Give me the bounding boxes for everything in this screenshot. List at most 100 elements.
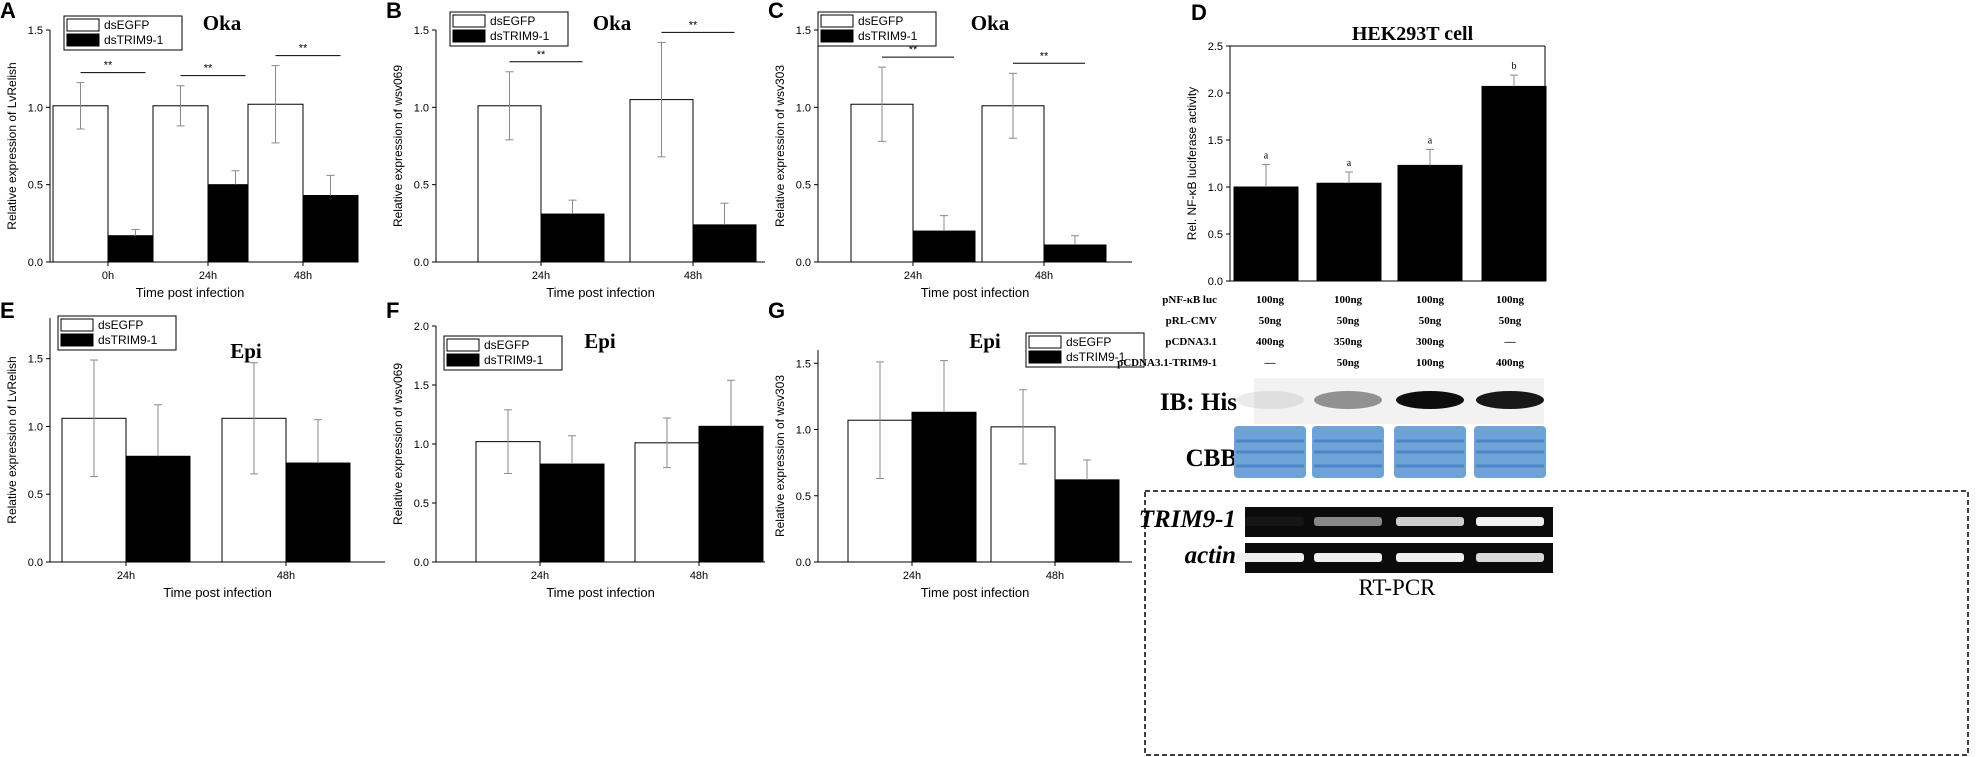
y-tick-label: 1.0 [796,425,811,437]
chart-title: Epi [230,339,262,363]
y-tick-label: 0.0 [414,257,429,269]
x-tick-label: 0h [102,270,114,282]
y-tick-label: 1.5 [1208,135,1223,147]
y-tick-label: 1.0 [414,102,429,114]
table-cell: 50ng [1337,357,1360,369]
significance-letter: a [1347,158,1352,169]
significance-stars: ** [299,43,308,55]
plasmid-table: pNF-κB luc 100ng 100ng 100ng 100ng pRL-CMV 50n… [1117,294,1524,369]
ib-band [1236,391,1304,409]
table-row-label: pRL-CMV [1166,315,1217,327]
y-tick-label: 0.5 [414,498,429,510]
panel-letter: F [386,298,399,323]
gel-band [1314,517,1382,526]
bar-treatment [692,224,757,263]
cbb-label: CBB [1186,445,1237,472]
chart-title: HEK293T cell [1352,23,1474,45]
legend-swatch [820,14,854,28]
bar-treatment [1316,182,1382,282]
x-tick-label: 24h [903,570,921,582]
y-tick-label: 1.0 [796,102,811,114]
legend-label: dsTRIM9-1 [490,29,550,43]
y-tick-label: 1.5 [414,380,429,392]
panel-a: A Oka 0.0 0.5 1.0 1.5 Relative expression of L… [0,0,359,300]
legend-label: dsTRIM9-1 [104,33,164,47]
y-tick-label: 0.5 [796,180,811,192]
legend-swatch [452,29,486,43]
x-axis-label: Time post infection [921,585,1030,600]
y-tick-label: 1.0 [1208,182,1223,194]
bar-treatment [1233,186,1299,282]
panel-d: D HEK293T cell 0.0 0.5 1.0 1.5 2.0 2.5 Rel. NF-κ… [1185,0,1547,288]
panel-letter: E [0,298,15,323]
panel-g: G Epi 0.0 0.5 1.0 1.5 Relative expression of w… [768,298,1145,600]
legend-label: dsEGFP [1066,335,1111,349]
table-cell: 100ng [1416,357,1445,369]
legend-label: dsTRIM9-1 [484,353,544,367]
legend-label: dsEGFP [98,318,143,332]
bar-control [52,105,109,263]
x-axis-label: Time post infection [136,285,245,300]
chart-title: Epi [969,329,1001,353]
y-tick-label: 0.5 [28,489,43,501]
chart-title: Epi [584,329,616,353]
legend-swatch [60,318,94,332]
table-row-label: pNF-κB luc [1162,294,1217,306]
bar-treatment [911,411,977,563]
y-tick-label: 1.5 [796,358,811,370]
y-axis-label: Relative expression of wsv069 [391,363,405,525]
y-tick-label: 0.5 [414,180,429,192]
table-row-label: pCDNA3.1-TRIM9-1 [1117,357,1217,369]
y-tick-label: 1.0 [28,102,43,114]
gel-band [1396,553,1464,562]
rt-pcr-caption: RT-PCR [1358,575,1436,600]
panel-b: B Oka 0.0 0.5 1.0 1.5 Relative expression of w… [386,0,765,300]
bar-treatment [1481,85,1547,282]
gene-label: actin [1185,542,1236,569]
panel-letter: B [386,0,402,23]
x-tick-label: 24h [199,270,217,282]
x-tick-label: 48h [1035,270,1053,282]
gel-band [1236,553,1304,562]
y-tick-label: 1.5 [796,25,811,37]
bar-treatment [1054,479,1120,563]
ib-band [1314,391,1382,409]
ib-band [1476,391,1544,409]
table-cell: 50ng [1259,315,1282,327]
table-cell: 400ng [1496,357,1525,369]
bar-treatment [1043,244,1107,263]
chart-title: Oka [203,11,242,35]
x-axis-label: Time post infection [546,585,655,600]
table-cell: — [1264,357,1277,369]
y-tick-label: 0.0 [796,257,811,269]
y-tick-label: 0.0 [28,557,43,569]
significance-stars: ** [537,49,546,61]
legend-swatch [66,18,100,32]
panel-letter: C [768,0,784,23]
gel-band [1236,517,1304,526]
panel-letter: D [1191,0,1207,25]
table-cell: — [1504,336,1517,348]
bar-treatment [912,230,976,263]
legend-swatch [446,338,480,352]
y-axis-label: Relative expression of wsv069 [391,65,405,227]
y-axis-label: Rel. NF-κB luciferase activity [1185,87,1199,240]
x-axis-label: Time post infection [546,285,655,300]
rt-pcr-frame [1144,490,1969,756]
y-axis-label: Relative expression of wsv303 [773,65,787,227]
legend-swatch [446,353,480,367]
gel-band [1476,517,1544,526]
x-tick-label: 48h [294,270,312,282]
panel-c: C Oka 0.0 0.5 1.0 1.5 Relative expression of w… [768,0,1132,300]
bar-treatment [125,455,191,563]
y-tick-label: 0.0 [414,557,429,569]
y-axis-label: Relative expression of LvRelish [5,356,19,523]
significance-letter: a [1428,135,1433,146]
y-tick-label: 1.5 [28,354,43,366]
gel-band [1396,517,1464,526]
x-tick-label: 48h [684,270,702,282]
panel-e: E Epi 0.0 0.5 1.0 1.5 Relative expression of L… [0,298,385,600]
